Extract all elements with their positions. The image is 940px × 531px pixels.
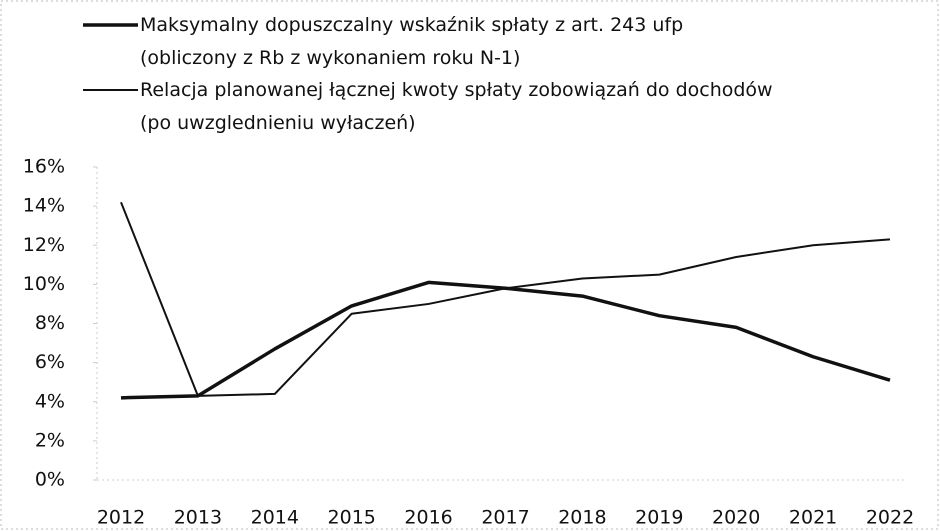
legend-label: Relacja planowanej łącznej kwoty spłaty … [140,79,773,134]
series-line [120,201,891,397]
x-tick-label: 2014 [251,507,299,529]
x-tick-label: 2016 [404,507,452,529]
x-tick-label: 2013 [174,507,222,529]
legend-label: Maksymalny dopuszczalny wskaźnik spłaty … [140,14,683,69]
y-tick-label: 16% [23,156,65,178]
x-tick-label: 2022 [866,507,914,529]
x-tick-label: 2020 [712,507,760,529]
series-line [120,280,891,400]
y-tick-label: 0% [35,469,65,491]
y-tick-label: 2% [35,429,65,451]
x-tick-label: 2017 [481,507,529,529]
y-tick-label: 6% [35,351,65,373]
y-tick-label: 14% [23,195,65,217]
y-tick-label: 12% [23,234,65,256]
x-tick-label: 2021 [789,507,837,529]
y-tick-label: 4% [35,390,65,412]
x-tick-label: 2012 [97,507,145,529]
y-tick-label: 10% [23,273,65,295]
x-tick-label: 2018 [558,507,606,529]
y-tick-label: 8% [35,312,65,334]
x-tick-label: 2019 [635,507,683,529]
x-tick-label: 2015 [328,507,376,529]
